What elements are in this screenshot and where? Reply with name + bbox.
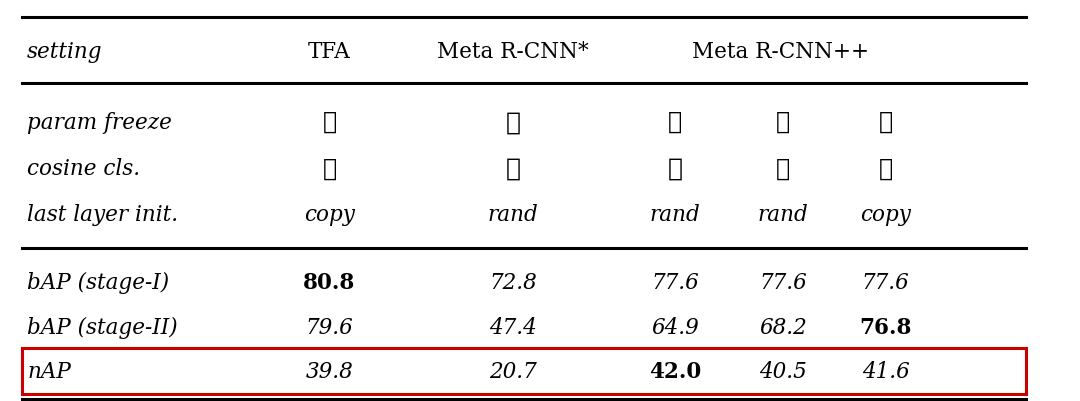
Text: 20.7: 20.7 [489, 360, 537, 382]
Bar [22, 348, 1026, 394]
Text: param freeze: param freeze [27, 111, 172, 133]
Text: ✗: ✗ [667, 156, 683, 180]
Text: ✓: ✓ [322, 157, 337, 180]
Text: 47.4: 47.4 [489, 316, 537, 338]
Text: bAP (stage-II): bAP (stage-II) [27, 316, 177, 338]
Text: ✗: ✗ [505, 156, 521, 180]
Text: ✓: ✓ [775, 111, 791, 134]
Text: ✓: ✓ [878, 157, 893, 180]
Text: 72.8: 72.8 [489, 272, 537, 294]
Text: TFA: TFA [308, 41, 351, 63]
Text: 42.0: 42.0 [649, 360, 701, 382]
Text: copy: copy [860, 204, 912, 225]
Text: 40.5: 40.5 [759, 360, 807, 382]
Text: ✗: ✗ [505, 110, 521, 134]
Text: ✓: ✓ [667, 111, 683, 134]
Text: setting: setting [27, 41, 103, 63]
Text: rand: rand [650, 204, 700, 225]
Text: rand: rand [758, 204, 808, 225]
Text: 77.6: 77.6 [759, 272, 807, 294]
Text: Meta R-CNN*: Meta R-CNN* [437, 41, 589, 63]
Text: ✓: ✓ [878, 111, 893, 134]
Text: ✓: ✓ [775, 157, 791, 180]
Text: last layer init.: last layer init. [27, 204, 178, 225]
Text: 41.6: 41.6 [862, 360, 909, 382]
Text: 77.6: 77.6 [651, 272, 699, 294]
Text: 39.8: 39.8 [306, 360, 353, 382]
Text: 80.8: 80.8 [303, 272, 355, 294]
Text: copy: copy [303, 204, 355, 225]
Text: 77.6: 77.6 [862, 272, 909, 294]
Text: rand: rand [488, 204, 538, 225]
Text: Meta R-CNN++: Meta R-CNN++ [692, 41, 869, 63]
Text: 64.9: 64.9 [651, 316, 699, 338]
Text: ✓: ✓ [322, 111, 337, 134]
Text: cosine cls.: cosine cls. [27, 158, 140, 179]
Text: bAP (stage-I): bAP (stage-I) [27, 272, 170, 294]
Text: 79.6: 79.6 [306, 316, 353, 338]
Text: 76.8: 76.8 [860, 316, 912, 338]
Text: nAP: nAP [27, 360, 71, 382]
Text: 68.2: 68.2 [759, 316, 807, 338]
